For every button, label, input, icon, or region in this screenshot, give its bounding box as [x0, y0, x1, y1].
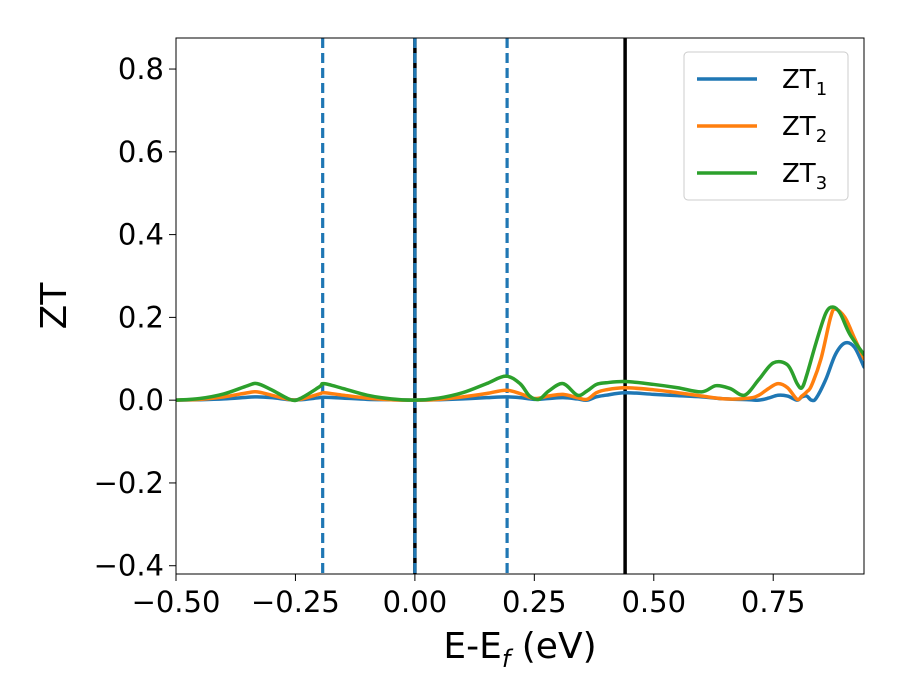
x-tick-label: 0.75: [741, 585, 806, 619]
y-axis-title: ZT: [34, 282, 75, 330]
y-tick-label: −0.4: [94, 549, 164, 583]
legend-label-zt3: ZT3: [782, 159, 827, 194]
series-line-zt2: [176, 307, 864, 402]
y-axis-ticks: −0.4 −0.2 0.0 0.2 0.4 0.6 0.8: [94, 52, 176, 583]
x-axis-title-unit: (eV): [510, 626, 596, 667]
x-axis-title: E-Ef (eV): [443, 626, 596, 673]
legend-label-zt2: ZT2: [782, 112, 827, 147]
legend: ZT1 ZT2 ZT3: [683, 51, 849, 201]
legend-box: [683, 51, 849, 201]
x-tick-label: 0.50: [621, 585, 686, 619]
series-line-zt3: [176, 305, 864, 403]
legend-items: ZT1 ZT2 ZT3: [697, 65, 827, 194]
x-tick-label: 0.25: [502, 585, 567, 619]
x-tick-label: 0.00: [383, 585, 448, 619]
x-tick-label: −0.25: [251, 585, 340, 619]
reference-lines: [321, 38, 627, 574]
x-axis-title-main: E-E: [443, 626, 501, 667]
x-tick-label: −0.50: [132, 585, 221, 619]
y-tick-label: 0.2: [118, 300, 164, 334]
y-tick-label: 0.0: [118, 383, 164, 417]
plot-frame: [175, 37, 865, 575]
x-axis-ticks: −0.50 −0.25 0.00 0.25 0.50 0.75: [132, 574, 806, 619]
y-tick-label: −0.2: [94, 466, 164, 500]
y-tick-label: 0.8: [118, 52, 164, 86]
y-tick-label: 0.4: [118, 218, 164, 252]
series-layer: [176, 305, 864, 403]
y-tick-label: 0.6: [118, 135, 164, 169]
legend-label-zt1: ZT1: [782, 65, 827, 100]
